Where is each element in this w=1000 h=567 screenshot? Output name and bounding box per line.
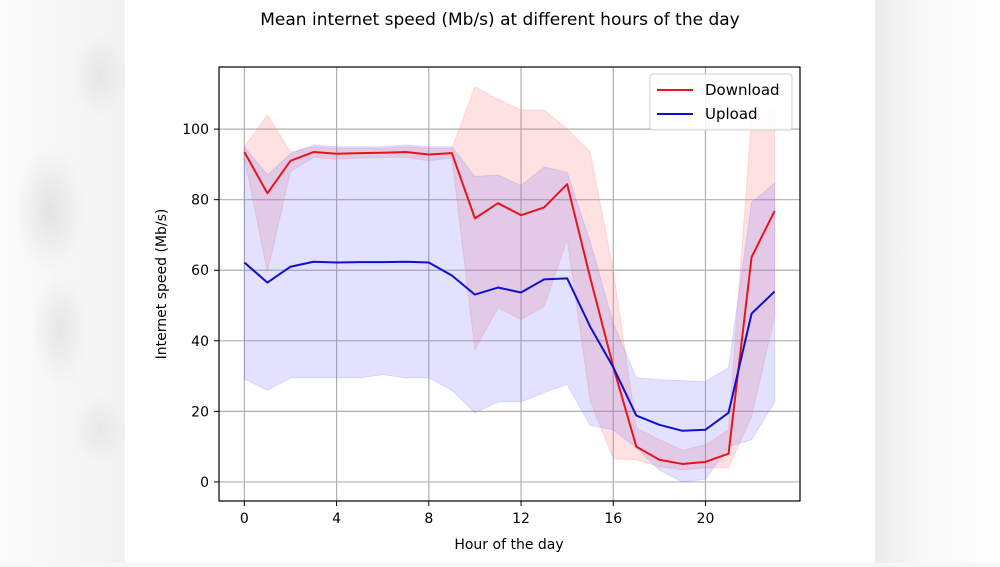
chart-title: Mean internet speed (Mb/s) at different … xyxy=(260,10,739,30)
x-tick-label: 12 xyxy=(512,511,530,527)
legend-upload-label: Upload xyxy=(705,105,758,123)
y-tick-label: 60 xyxy=(191,263,209,279)
x-axis-label: Hour of the day xyxy=(454,537,563,553)
plot-area-border xyxy=(218,66,801,502)
confidence-bands xyxy=(243,86,776,483)
y-tick-label: 0 xyxy=(200,475,209,491)
x-tick-label: 20 xyxy=(697,511,715,527)
blurred-background-right xyxy=(875,0,1000,563)
x-tick-label: 16 xyxy=(604,511,622,527)
upload-band xyxy=(243,144,776,483)
y-tick-label: 80 xyxy=(191,193,209,209)
x-axis-ticks: 0 4 8 12 16 20 xyxy=(240,501,714,527)
upload-line xyxy=(243,260,776,432)
x-tick-label: 0 xyxy=(240,511,249,527)
blurred-background-left xyxy=(0,0,125,563)
series-lines xyxy=(243,151,776,465)
line-chart: Mean internet speed (Mb/s) at different … xyxy=(154,10,801,553)
download-line xyxy=(243,151,776,465)
y-axis-ticks: 0 20 40 60 80 100 xyxy=(182,122,219,491)
legend-box xyxy=(649,73,793,131)
grid-lines xyxy=(219,67,800,501)
legend: Download Upload xyxy=(649,73,793,131)
download-band xyxy=(243,86,776,471)
x-tick-label: 4 xyxy=(332,511,341,527)
chart-figure: Mean internet speed (Mb/s) at different … xyxy=(125,0,875,563)
y-tick-label: 100 xyxy=(182,122,209,138)
y-tick-label: 20 xyxy=(191,404,209,420)
y-tick-label: 40 xyxy=(191,334,209,350)
x-tick-label: 8 xyxy=(424,511,433,527)
y-axis-label: Internet speed (Mb/s) xyxy=(154,209,170,360)
legend-download-label: Download xyxy=(705,81,780,99)
